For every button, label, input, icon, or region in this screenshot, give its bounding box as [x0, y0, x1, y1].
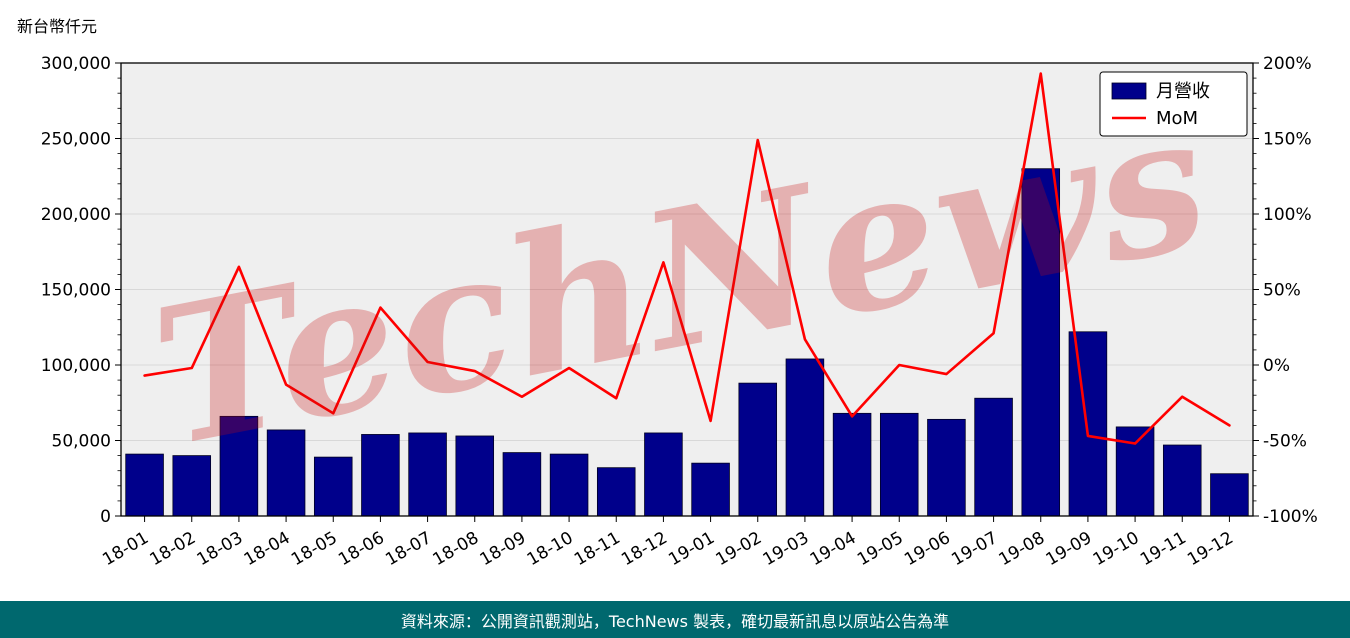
bar-19-06: [927, 418, 966, 517]
x-tick-label-19-03: 19-03: [760, 528, 813, 570]
bar-18-03: [219, 415, 259, 517]
x-tick-label-18-02: 18-02: [146, 528, 199, 570]
x-tick-label-19-10: 19-10: [1090, 528, 1143, 570]
bar-18-04: [266, 429, 306, 517]
x-tick-label-19-06: 19-06: [901, 528, 954, 570]
bar-18-08: [455, 435, 495, 517]
left-tick-label: 300,000: [41, 54, 111, 74]
legend-bar-swatch: [1111, 82, 1147, 100]
x-tick-label-18-09: 18-09: [477, 528, 530, 570]
x-tick-label-18-12: 18-12: [618, 528, 671, 570]
right-tick-label: 50%: [1263, 281, 1301, 301]
bar-19-02: [738, 382, 778, 517]
x-tick-label-18-07: 18-07: [382, 528, 435, 570]
x-tick-label-18-01: 18-01: [99, 528, 152, 570]
bar-18-11: [596, 467, 636, 517]
right-tick-label: -100%: [1263, 507, 1318, 527]
bar-19-05: [879, 412, 919, 517]
left-tick-label: 100,000: [41, 356, 111, 376]
left-tick-label: 50,000: [52, 432, 111, 452]
bar-19-11: [1162, 444, 1202, 517]
left-tick-label: 250,000: [41, 130, 111, 150]
legend-label-mom: MoM: [1156, 108, 1198, 129]
x-tick-label-19-04: 19-04: [807, 528, 860, 570]
bar-19-09: [1068, 331, 1108, 517]
x-tick-label-19-09: 19-09: [1043, 528, 1096, 570]
mom-line: [143, 72, 1231, 445]
bar-18-09: [502, 452, 542, 517]
x-tick-label-18-06: 18-06: [335, 528, 388, 570]
bar-18-06: [361, 434, 400, 517]
bar-18-01: [125, 453, 164, 517]
left-tick-label: 0: [100, 507, 111, 527]
x-tick-label-18-10: 18-10: [524, 528, 577, 570]
bar-19-12: [1210, 473, 1249, 517]
x-tick-label-19-07: 19-07: [948, 528, 1001, 570]
right-tick-label: -50%: [1263, 432, 1307, 452]
right-tick-label: 200%: [1263, 54, 1312, 74]
x-tick-label-18-11: 18-11: [571, 528, 624, 570]
bar-19-04: [832, 412, 872, 517]
left-tick-label: 150,000: [41, 281, 111, 301]
legend-label-revenue: 月營收: [1156, 81, 1210, 102]
x-tick-label-19-08: 19-08: [995, 528, 1048, 570]
source-footer-text: 資料來源：公開資訊觀測站，TechNews 製表，確切最新訊息以原站公告為準: [400, 611, 950, 631]
left-tick-label: 200,000: [41, 205, 111, 225]
x-tick-label-18-05: 18-05: [288, 528, 341, 570]
bar-18-02: [172, 455, 212, 517]
x-tick-label-19-01: 19-01: [665, 528, 718, 570]
bar-19-08: [1021, 168, 1061, 517]
x-tick-label-18-03: 18-03: [194, 528, 247, 570]
right-tick-label: 150%: [1263, 130, 1312, 150]
x-tick-label-19-11: 19-11: [1137, 528, 1190, 570]
bar-19-03: [785, 358, 825, 517]
bar-18-12: [644, 432, 683, 517]
bar-19-01: [691, 462, 730, 517]
revenue-mom-chart: 0 50,000 100,000 150,000 200,000 250,000 300,0…: [41, 54, 1318, 570]
x-tick-label-18-04: 18-04: [241, 528, 294, 570]
x-tick-label-18-08: 18-08: [429, 528, 482, 570]
x-tick-label-19-02: 19-02: [712, 528, 765, 570]
bar-19-07: [974, 397, 1013, 517]
x-tick-label-19-05: 19-05: [854, 528, 907, 570]
y-axis-unit-label: 新台幣仟元: [17, 17, 98, 36]
bar-18-05: [313, 456, 353, 517]
bar-18-07: [408, 432, 447, 517]
source-footer: 資料來源：公開資訊觀測站，TechNews 製表，確切最新訊息以原站公告為準: [0, 601, 1350, 638]
right-tick-label: 100%: [1263, 205, 1312, 225]
right-tick-label: 0%: [1263, 356, 1290, 376]
bar-18-10: [549, 453, 589, 517]
x-tick-label-19-12: 19-12: [1184, 528, 1237, 570]
